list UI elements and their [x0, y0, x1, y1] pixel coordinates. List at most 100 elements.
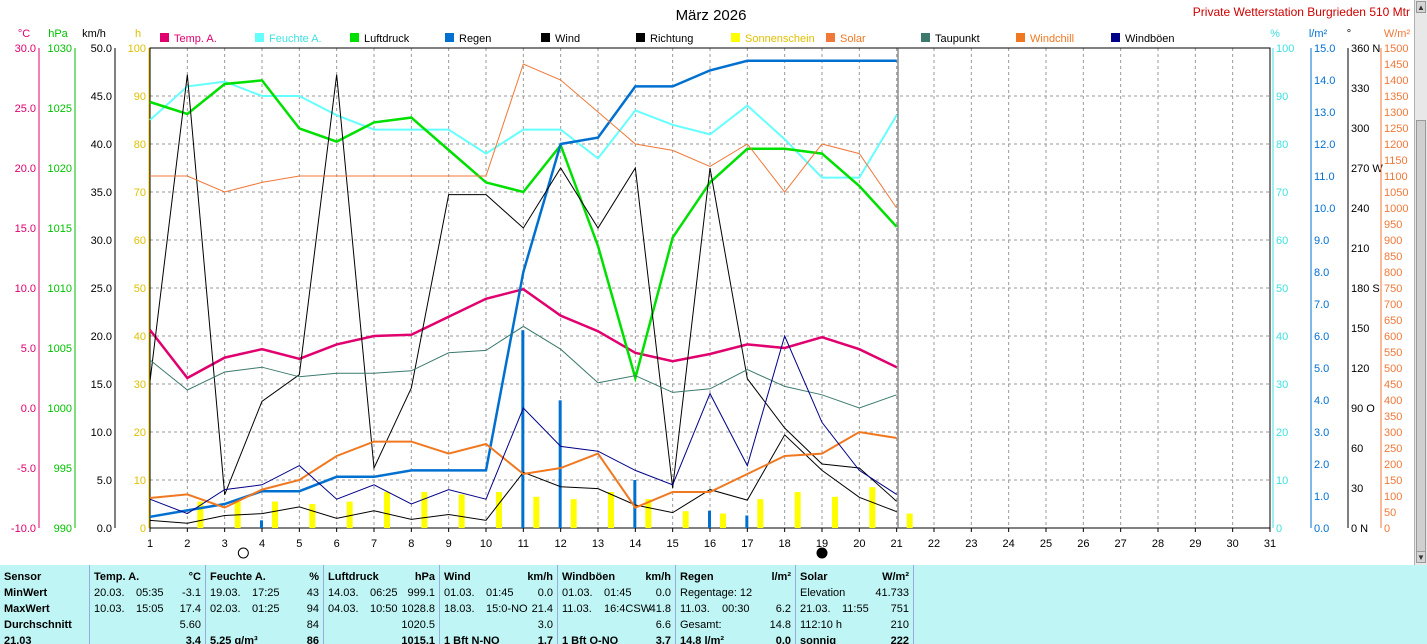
- series-direction: [149, 74, 897, 502]
- rain-bar: [745, 515, 749, 528]
- sun-bar: [309, 504, 316, 528]
- stats-name: Wind: [444, 571, 471, 583]
- x-tick-label: 28: [1152, 538, 1164, 550]
- sun-bar: [458, 494, 465, 528]
- stats-name: Luftdruck: [328, 571, 379, 583]
- tick-rain: 13.0: [1314, 107, 1335, 119]
- rain-bar: [633, 480, 637, 528]
- stats-cell: 14.8 l/m²: [680, 635, 725, 644]
- tick-rain: 4.0: [1314, 395, 1329, 407]
- stats-row: 18.03. 15:0-NO 21.4: [444, 603, 553, 618]
- sun-bar: [421, 492, 428, 528]
- scroll-thumb[interactable]: [1416, 120, 1426, 560]
- stats-cell: 17:25: [252, 587, 280, 599]
- tick-pressure: 1015: [48, 223, 72, 235]
- station-name: Private Wetterstation Burgrieden 510 Mtr: [1193, 5, 1410, 19]
- tick-wind: 15.0: [91, 379, 112, 391]
- tick-sun: 80: [134, 139, 146, 151]
- tick-sun: 90: [134, 91, 146, 103]
- tick-wind: 25.0: [91, 283, 112, 295]
- tick-direction: 210: [1351, 243, 1369, 255]
- tick-humidity: 50: [1276, 283, 1288, 295]
- x-tick-label: 20: [853, 538, 865, 550]
- sun-bar: [682, 511, 689, 528]
- x-tick-label: 19: [816, 538, 828, 550]
- tick-solar: 1450: [1384, 59, 1408, 71]
- stats-value: 14.8: [769, 619, 791, 631]
- tick-sun: 0: [140, 523, 146, 535]
- tick-rain: 12.0: [1314, 139, 1335, 151]
- stats-row: 1015.1: [328, 635, 435, 644]
- tick-rain: 11.0: [1314, 171, 1335, 183]
- tick-wind: 50.0: [91, 43, 112, 55]
- x-tick-label: 3: [222, 538, 228, 550]
- tick-solar: 700: [1384, 299, 1402, 311]
- stats-value: 0.0: [775, 635, 791, 644]
- legend-label-solar: Solar: [840, 33, 866, 45]
- tick-pressure: 1030: [48, 43, 72, 55]
- legend-swatch-temp: [160, 33, 169, 42]
- tick-solar: 200: [1384, 459, 1402, 471]
- tick-humidity: 10: [1276, 475, 1288, 487]
- tick-temp: 0.0: [21, 403, 36, 415]
- x-tick-label: 11: [518, 538, 529, 550]
- stats-temp: Temp. A. °C 20.03. 05:35 -3.1 10.03. 15:05 17.4…: [90, 565, 206, 644]
- scroll-down-icon[interactable]: ▼: [1416, 551, 1426, 563]
- stats-cell: 1 Bft O-NO: [562, 635, 619, 644]
- stats-cell: 00:30: [722, 603, 750, 615]
- legend-label-windchill: Windchill: [1030, 33, 1074, 45]
- legend-label-rain: Regen: [459, 33, 491, 45]
- stats-unit: W/m²: [882, 571, 909, 583]
- stats-cell: 06:25: [370, 587, 398, 599]
- stats-cell: 10:50: [370, 603, 398, 615]
- stats-value: 999.1: [407, 587, 435, 599]
- stats-gust: Windböen km/h 01.03. 01:45 0.0 11.03. 16:4CSW 4…: [558, 565, 676, 644]
- tick-solar: 1200: [1384, 139, 1408, 151]
- tick-temp: 15.0: [15, 223, 36, 235]
- stats-row: 02.03. 01:25 94: [210, 603, 319, 618]
- x-tick-label: 10: [480, 538, 492, 550]
- stats-row: 20.03. 05:35 -3.1: [94, 587, 201, 602]
- stats-row: 21.03. 11:55 751: [800, 603, 909, 618]
- tick-direction: 120: [1351, 363, 1369, 375]
- tick-solar: 550: [1384, 347, 1402, 359]
- x-tick-label: 31: [1264, 538, 1276, 550]
- legend-label-dewpoint: Taupunkt: [935, 33, 980, 45]
- stats-row: 112:10 h 210: [800, 619, 909, 634]
- tick-solar: 1400: [1384, 75, 1408, 87]
- x-tick-label: 14: [629, 538, 641, 550]
- stats-cell: 5.25 g/m³: [210, 635, 258, 644]
- tick-pressure: 990: [54, 523, 72, 535]
- stats-cell: 01:25: [252, 603, 280, 615]
- stats-unit: °C: [188, 571, 201, 583]
- tick-solar: 400: [1384, 395, 1402, 407]
- x-tick-label: 22: [928, 538, 940, 550]
- stats-value: 6.2: [775, 603, 791, 615]
- scroll-up-icon[interactable]: ▲: [1416, 1, 1426, 13]
- series-gust: [149, 334, 897, 515]
- x-axis: 1 2 3 4 5 6 7 8 9 10 11 12 13 14 15 16 17 18 19 20 21 22 23 24 2…: [147, 528, 1276, 559]
- moon-new-icon: [816, 547, 828, 559]
- tick-solar: 1100: [1384, 171, 1408, 183]
- stats-unit: %: [309, 571, 319, 583]
- stats-row: 10.03. 15:05 17.4: [94, 603, 201, 618]
- stats-wind: Wind km/h 01.03. 01:45 0.0 18.03. 15:0-NO 21.4 3…: [440, 565, 558, 644]
- tick-wind: 0.0: [97, 523, 112, 535]
- tick-humidity: 20: [1276, 427, 1288, 439]
- rain-bar: [558, 400, 562, 528]
- x-tick-label: 27: [1115, 538, 1127, 550]
- stats-cell: 112:10 h: [800, 619, 843, 631]
- stats-unit: hPa: [414, 571, 435, 583]
- series-windchill: [149, 430, 897, 509]
- stats-cell: Elevation: [800, 587, 846, 599]
- vertical-scrollbar[interactable]: ▲ ▼: [1414, 0, 1427, 565]
- tick-sun: 20: [134, 427, 146, 439]
- tick-humidity: 0: [1276, 523, 1282, 535]
- series-lines: [149, 59, 898, 524]
- tick-pressure: 1010: [48, 283, 72, 295]
- stats-value: 1028.8: [401, 603, 435, 615]
- x-tick-label: 17: [741, 538, 753, 550]
- stats-cell: sonnig: [800, 635, 837, 644]
- tick-rain: 10.0: [1314, 203, 1335, 215]
- tick-solar: 1350: [1384, 91, 1408, 103]
